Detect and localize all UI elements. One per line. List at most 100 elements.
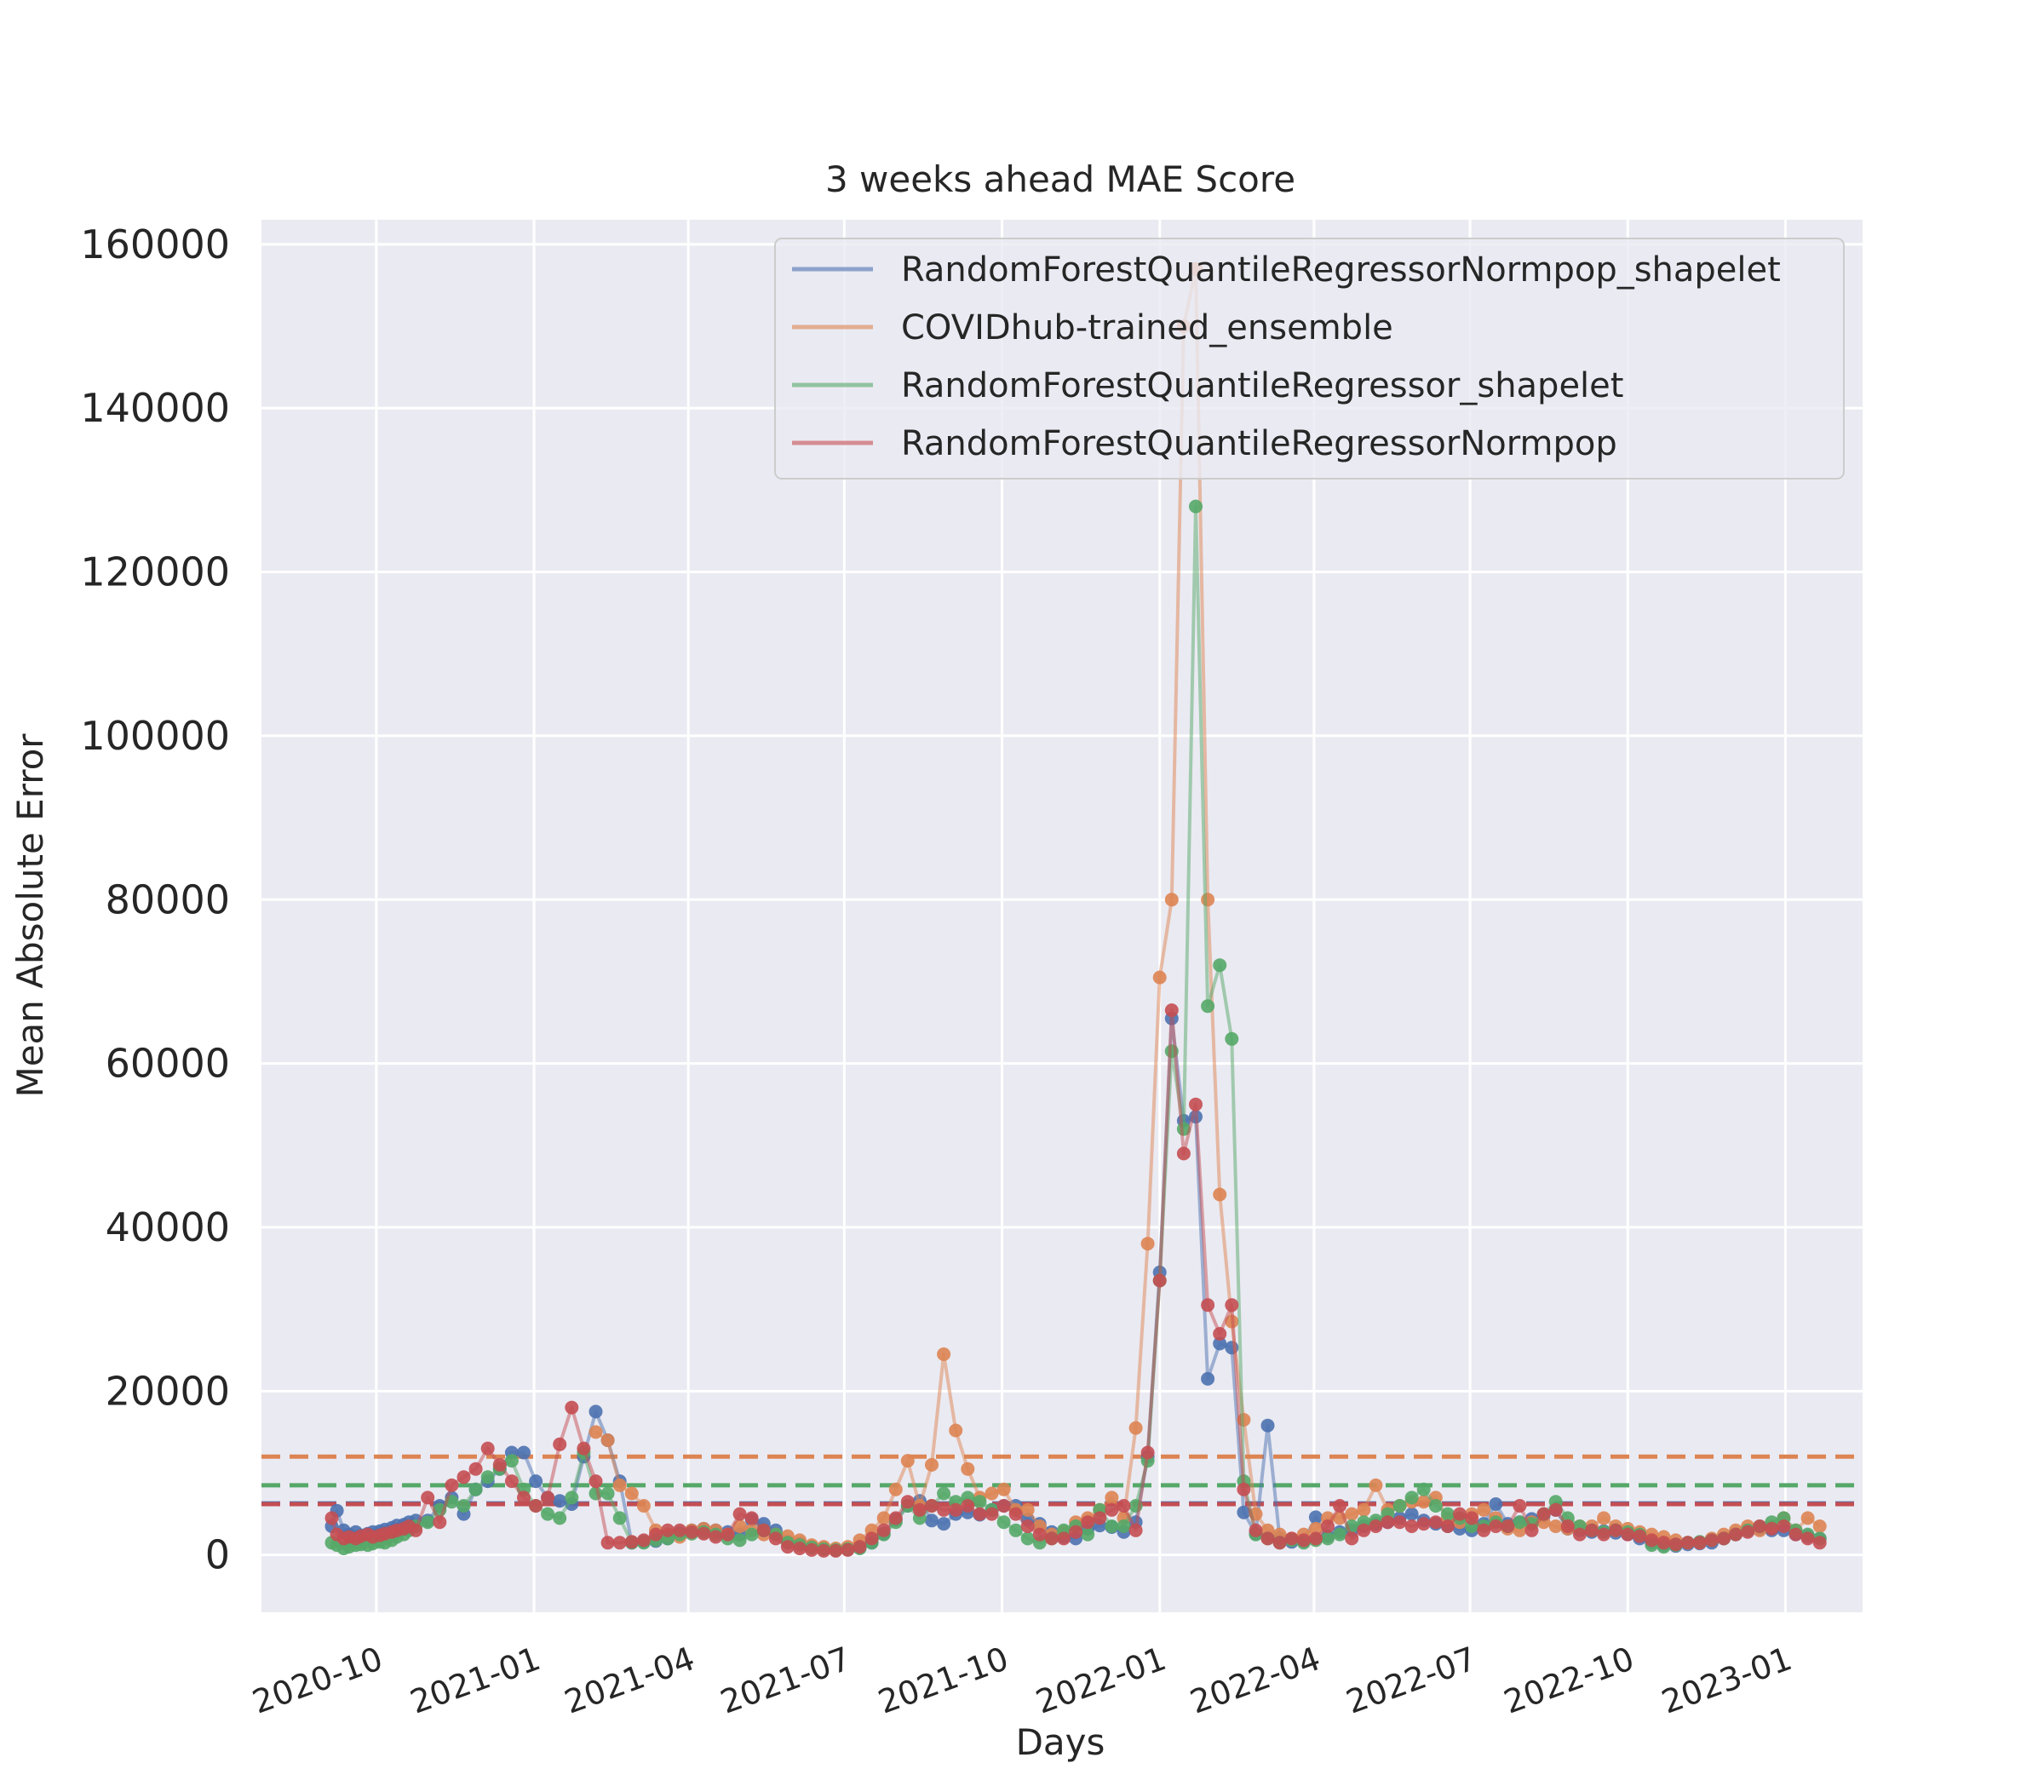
data-point [529, 1499, 543, 1513]
x-tick-label: 2022-04 [1186, 1640, 1325, 1721]
data-point [504, 1454, 519, 1468]
data-point [517, 1445, 531, 1460]
x-tick-label: 2020-10 [248, 1640, 388, 1721]
data-point [864, 1531, 879, 1546]
data-point [888, 1511, 903, 1525]
data-point [937, 1486, 951, 1501]
y-tick-label: 20000 [106, 1368, 230, 1414]
data-point [1428, 1515, 1443, 1530]
data-point [1152, 970, 1167, 985]
x-tick-label: 2021-07 [715, 1640, 855, 1721]
data-point [1729, 1527, 1743, 1542]
data-point [1753, 1519, 1767, 1533]
data-point [817, 1543, 831, 1558]
data-point [1477, 1502, 1491, 1517]
data-point [1465, 1511, 1479, 1525]
data-point [1680, 1536, 1695, 1550]
data-point [1392, 1515, 1407, 1530]
data-point [468, 1482, 483, 1496]
data-point [937, 1517, 951, 1531]
data-point [1501, 1519, 1515, 1533]
data-point [973, 1495, 987, 1509]
x-tick-label: 2022-07 [1341, 1640, 1481, 1721]
data-point [1404, 1519, 1419, 1533]
x-tick-label: 2021-01 [405, 1640, 545, 1721]
data-point [1345, 1531, 1359, 1546]
data-point [1477, 1523, 1491, 1537]
data-point [996, 1499, 1011, 1513]
data-point [949, 1423, 963, 1438]
data-point [829, 1543, 843, 1558]
data-point [1213, 1327, 1227, 1341]
y-tick-label: 100000 [80, 713, 230, 759]
data-point [480, 1441, 495, 1456]
data-point [721, 1527, 735, 1542]
data-point [1140, 1445, 1155, 1460]
data-point [1548, 1502, 1563, 1517]
data-point [504, 1474, 519, 1489]
x-tick-labels: 2020-10 2021-01 2021-04 2021-07 2021-10 2022-… [248, 1640, 1797, 1721]
data-point [1249, 1523, 1263, 1537]
data-point [636, 1533, 651, 1548]
data-point [1260, 1531, 1275, 1546]
data-point [1321, 1531, 1335, 1546]
data-point [1260, 1418, 1275, 1433]
legend-label-3: RandomForestQuantileRegressorNormpop [901, 424, 1617, 463]
data-point [1812, 1536, 1827, 1550]
y-tick-label: 0 [205, 1532, 230, 1578]
data-point [697, 1526, 711, 1541]
y-tick-label: 60000 [106, 1041, 230, 1087]
data-point [1800, 1531, 1815, 1546]
data-point [925, 1457, 939, 1472]
legend-label-2: RandomForestQuantileRegressor_shapelet [901, 366, 1623, 405]
data-point [1416, 1517, 1431, 1531]
data-point [1272, 1536, 1287, 1550]
data-point [541, 1490, 555, 1505]
data-point [1609, 1523, 1623, 1537]
data-point [1741, 1525, 1755, 1539]
data-point [1489, 1519, 1503, 1533]
x-tick-label: 2022-10 [1499, 1640, 1639, 1721]
data-point [409, 1523, 423, 1537]
data-point [985, 1486, 999, 1501]
x-tick-label: 2023-01 [1656, 1640, 1796, 1721]
y-tick-label: 160000 [80, 221, 230, 267]
data-point [888, 1482, 903, 1496]
data-point [600, 1486, 615, 1501]
data-point [1765, 1521, 1779, 1536]
data-point [744, 1527, 759, 1542]
data-point [1057, 1531, 1071, 1546]
data-point [1704, 1533, 1719, 1548]
data-point [1668, 1537, 1683, 1552]
data-point [1548, 1519, 1563, 1533]
data-point [492, 1457, 507, 1472]
x-tick-label: 2022-01 [1031, 1640, 1171, 1721]
series-3 [324, 1003, 1827, 1558]
data-point [1189, 499, 1203, 514]
data-point [577, 1441, 591, 1456]
data-point [1128, 1421, 1143, 1435]
data-point [553, 1437, 567, 1451]
data-point [1201, 999, 1215, 1014]
legend: RandomForestQuantileRegressorNormpop_sha… [774, 238, 1845, 480]
data-point [793, 1542, 807, 1555]
data-point [324, 1511, 339, 1525]
data-point [996, 1515, 1011, 1530]
data-point [612, 1478, 627, 1492]
data-point [1237, 1482, 1251, 1496]
data-point [1585, 1523, 1599, 1537]
data-point [1081, 1527, 1095, 1542]
data-point [553, 1511, 567, 1525]
data-point [1333, 1527, 1347, 1542]
y-tick-label: 140000 [80, 385, 230, 431]
data-point [912, 1502, 927, 1517]
data-point [1308, 1521, 1323, 1536]
data-point [780, 1540, 795, 1554]
data-point [600, 1433, 615, 1447]
data-point [1105, 1490, 1119, 1505]
data-point [673, 1523, 687, 1537]
data-point [468, 1462, 483, 1476]
data-point [1140, 1237, 1155, 1251]
